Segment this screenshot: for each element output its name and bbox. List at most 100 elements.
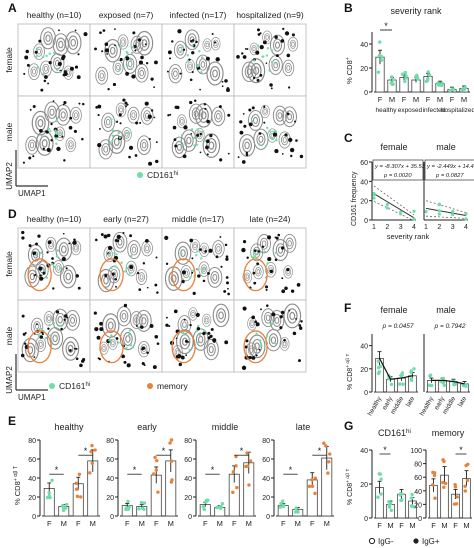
data-point xyxy=(464,463,468,468)
p-value-text: p = 0.0827 xyxy=(435,173,464,179)
subplot-title: female xyxy=(380,142,407,152)
umap-dot xyxy=(206,119,210,124)
umap-dot xyxy=(283,338,286,342)
data-point xyxy=(412,367,416,371)
umap-hi-dot xyxy=(42,72,45,76)
umap-row-label: male xyxy=(4,123,14,142)
data-point xyxy=(433,496,437,500)
umap-dot xyxy=(114,28,116,30)
x-tick-label: F xyxy=(453,521,458,530)
y-tick-label: 100 xyxy=(410,448,422,455)
chart-title: severity rank xyxy=(390,6,442,16)
memory-ring xyxy=(171,258,196,292)
x-tick-label: late xyxy=(457,395,468,408)
umap-dot xyxy=(32,251,37,256)
umap-dot xyxy=(191,271,194,274)
umap-hi-dot xyxy=(191,44,194,47)
data-point xyxy=(379,477,383,481)
x-tick-label: 4 xyxy=(464,224,468,231)
subplot-title: early xyxy=(137,422,157,432)
data-point xyxy=(376,359,381,363)
data-point xyxy=(410,504,414,509)
umap-dot xyxy=(289,147,295,153)
umap-dot xyxy=(129,265,134,269)
data-point xyxy=(61,504,65,508)
umap-hi-dot xyxy=(117,341,120,344)
umap-hi-dot xyxy=(189,276,192,279)
umap-hi-dot xyxy=(54,132,58,135)
umap-dot xyxy=(189,323,192,327)
umap-hi-dot xyxy=(262,55,265,58)
x-tick-label: M xyxy=(61,519,67,528)
umap-dot xyxy=(221,85,224,88)
umap-dot xyxy=(257,250,260,253)
umap-dot xyxy=(241,365,247,371)
umap-dot xyxy=(99,127,101,130)
data-point xyxy=(462,87,467,91)
umap-dot xyxy=(102,29,106,32)
data-point xyxy=(442,383,446,387)
legend-text-memory: memory xyxy=(157,381,188,391)
umap-dot xyxy=(205,145,209,150)
umap-dot xyxy=(224,243,228,247)
data-point xyxy=(441,376,445,380)
umap-dot xyxy=(256,262,260,266)
umap-dot xyxy=(258,348,261,351)
umap-dot xyxy=(204,107,207,111)
umap-hi-dot xyxy=(131,45,135,49)
y-tick-label: 20 xyxy=(360,199,368,206)
data-point xyxy=(376,365,381,370)
umap-hi-dot xyxy=(265,126,269,130)
umap-dot xyxy=(54,134,59,138)
y-tick-label: 80 xyxy=(106,438,114,445)
umap-hi-dot xyxy=(128,131,131,135)
data-point xyxy=(64,506,68,510)
umap-dot xyxy=(42,271,46,275)
data-point xyxy=(427,73,432,77)
x-axis-label: severity rank xyxy=(387,232,430,241)
y-tick-label: 40 xyxy=(360,42,368,49)
umap-dot xyxy=(52,287,55,290)
umap-dot xyxy=(252,271,256,275)
umap-dot xyxy=(236,55,240,59)
umap-dot xyxy=(26,63,30,67)
data-point xyxy=(377,370,382,374)
umap-dot xyxy=(288,309,291,312)
axis-label-umap2: UMAP2 xyxy=(5,366,14,394)
umap-dot xyxy=(192,291,196,295)
y-tick-label: 20 xyxy=(360,482,368,489)
umap-dot xyxy=(259,44,264,50)
umap-cell xyxy=(161,227,235,301)
data-point xyxy=(48,495,52,500)
umap-dot xyxy=(173,138,177,142)
umap-dot xyxy=(107,87,110,91)
umap-dot xyxy=(81,137,84,141)
y-tick-label: 0 xyxy=(364,390,368,397)
umap-hi-dot xyxy=(185,325,188,328)
umap-dot xyxy=(209,133,213,138)
x-tick-label: F xyxy=(76,519,81,528)
umap-hi-dot xyxy=(125,131,128,135)
umap-dot xyxy=(57,61,62,67)
umap-dot xyxy=(211,32,214,35)
data-point xyxy=(431,483,435,487)
data-point xyxy=(124,507,128,512)
data-point xyxy=(151,472,156,476)
umap-hi-dot xyxy=(188,348,191,352)
data-point xyxy=(387,503,392,507)
x-tick-label: 2 xyxy=(385,224,389,231)
umap-column-title: hospitalized (n=9) xyxy=(236,10,304,20)
umap-dot xyxy=(74,347,76,350)
data-point xyxy=(372,196,376,200)
data-point xyxy=(409,369,413,373)
umap-dot xyxy=(252,76,256,80)
umap-hi-dot xyxy=(54,137,58,140)
umap-dot xyxy=(169,113,172,116)
data-point xyxy=(432,473,437,478)
umap-dot xyxy=(280,39,285,43)
umap-dot xyxy=(176,105,180,110)
x-tick-label: F xyxy=(450,95,455,104)
umap-dot xyxy=(104,274,108,278)
axis-label-umap2: UMAP2 xyxy=(5,162,14,190)
umap-dot xyxy=(154,60,158,65)
